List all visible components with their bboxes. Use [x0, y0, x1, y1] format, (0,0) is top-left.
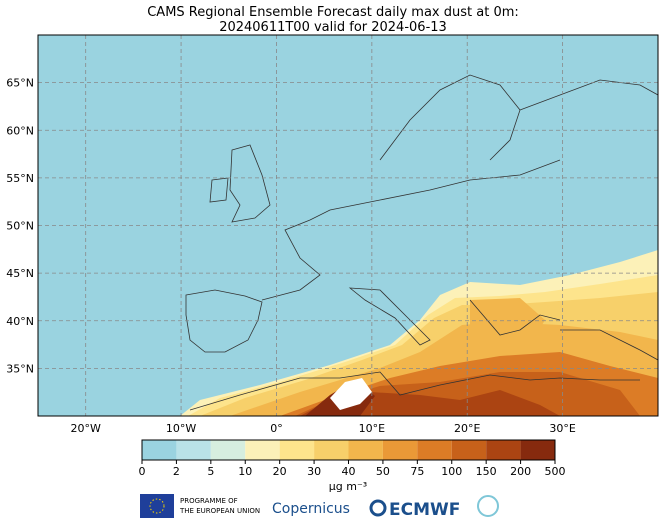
colorbar-segment: [451, 440, 487, 460]
lat-label: 40°N: [6, 315, 34, 328]
eu-stars: [149, 498, 165, 514]
lat-label: 45°N: [6, 267, 34, 280]
colorbar-label: 20: [273, 465, 287, 478]
lon-label: 10°E: [359, 422, 385, 435]
map-frame: [37, 34, 659, 417]
colorbar-segment: [486, 440, 521, 460]
colorbar-label: 40: [342, 465, 356, 478]
logo-eu: PROGRAMME OF THE EUROPEAN UNION: [140, 494, 260, 518]
colorbar-label: 500: [545, 465, 566, 478]
colorbar-segment: [245, 440, 280, 460]
colorbar-segment: [417, 440, 452, 460]
colorbar-label: 10: [238, 465, 252, 478]
coastline: [379, 74, 658, 161]
colorbar-unit: µg m⁻³: [329, 480, 367, 493]
title-line: CAMS Regional Ensemble Forecast daily ma…: [147, 5, 519, 20]
colorbar-label: 200: [510, 465, 531, 478]
colorbar-segment: [279, 440, 315, 460]
lon-label: 10°W: [166, 422, 196, 435]
lat-label: 35°N: [6, 362, 34, 375]
colorbar-label: 50: [376, 465, 390, 478]
colorbar-label: 30: [307, 465, 321, 478]
colorbar-segment: [382, 440, 418, 460]
title-line: 20240611T00 valid for 2024-06-13: [219, 20, 447, 35]
colorbar-label: 2: [173, 465, 180, 478]
colorbar-segment: [142, 440, 177, 460]
colorbar-label: 0: [139, 465, 146, 478]
colorbar-segment: [520, 440, 555, 460]
colorbar-label: 100: [441, 465, 462, 478]
no-data-area: [330, 378, 372, 410]
logo-copernicus: Copernicus: [272, 501, 350, 517]
coastlines: [185, 74, 658, 411]
colorbar-label: 150: [476, 465, 497, 478]
colorbar-segment: [176, 440, 211, 460]
logo-cams: [477, 495, 499, 517]
colorbar-segment: [348, 440, 383, 460]
logo-text: ECMWF: [389, 500, 460, 520]
eu-flag: [140, 494, 174, 518]
logo-ecmwf: ECMWF: [369, 499, 460, 520]
coastline: [209, 144, 271, 223]
lon-label: 20°E: [454, 422, 480, 435]
colorbar-label: 75: [410, 465, 424, 478]
logo-text: PROGRAMME OF: [180, 497, 238, 505]
coastline: [189, 371, 640, 411]
lat-label: 60°N: [6, 124, 34, 137]
lon-label: 20°W: [71, 422, 101, 435]
lon-label: 0°: [270, 422, 283, 435]
coastline: [348, 287, 431, 346]
dust-field: [180, 250, 658, 416]
coastline: [261, 159, 658, 361]
logo-text: THE EUROPEAN UNION: [179, 507, 260, 515]
lat-label: 50°N: [6, 220, 34, 233]
lat-label: 65°N: [6, 77, 34, 90]
coastline: [185, 289, 263, 353]
ecmwf-mark: [369, 499, 387, 517]
colorbar-label: 5: [207, 465, 214, 478]
lon-label: 30°E: [549, 422, 575, 435]
dust-area: [470, 298, 545, 350]
lat-label: 55°N: [6, 172, 34, 185]
colorbar-segment: [314, 440, 349, 460]
colorbar-segment: [210, 440, 246, 460]
